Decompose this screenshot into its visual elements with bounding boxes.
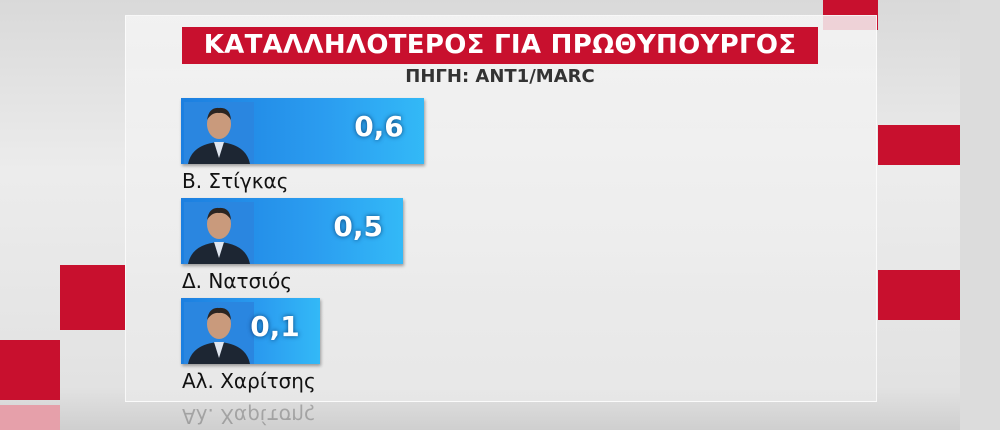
decor-square: [878, 270, 960, 320]
bar: 0,1: [181, 298, 320, 364]
bar: 0,6: [181, 98, 424, 164]
chart-title: ΚΑΤΑΛΛΗΛΟΤΕΡΟΣ ΓΙΑ ΠΡΩΘΥΠΟΥΡΓΟΣ: [182, 27, 818, 64]
decor-square: [0, 340, 60, 400]
category-label: Β. Στίγκας: [182, 169, 289, 193]
candidate-photo: [184, 302, 254, 364]
bar: 0,5: [181, 198, 403, 264]
name-reflection: Αλ. Χαρίτσης: [182, 404, 316, 428]
chart-subtitle: ΠΗΓΗ: ΑΝΤ1/MARC: [405, 66, 595, 87]
candidate-photo: [184, 102, 254, 164]
category-label: Δ. Νατσιός: [182, 269, 292, 293]
value-label: 0,6: [354, 110, 404, 143]
value-label: 0,1: [250, 310, 300, 343]
decor-square: [878, 125, 960, 165]
decor-square: [60, 265, 125, 330]
category-label: Αλ. Χαρίτσης: [182, 369, 316, 393]
decor-square: [960, 0, 1000, 430]
candidate-photo: [184, 202, 254, 264]
value-label: 0,5: [333, 210, 383, 243]
decor-square: [0, 405, 60, 430]
